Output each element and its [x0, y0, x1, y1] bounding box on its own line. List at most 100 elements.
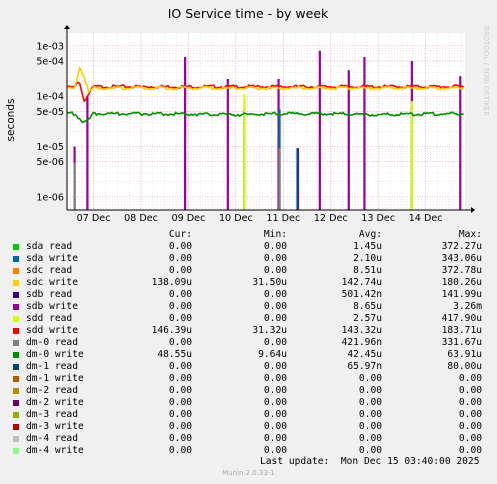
legend-cur: 0.00: [168, 337, 192, 348]
legend-series-name: dm-2 read: [26, 385, 78, 396]
legend-row: sdd write 146.39u 31.32u 143.32u 183.71u: [12, 325, 482, 337]
legend-header: Cur: Min: Avg: Max:: [12, 229, 482, 241]
y-tick-label: 5e-06: [36, 157, 64, 168]
legend-avg: 42.45u: [347, 349, 382, 360]
x-tick-label: 10 Dec: [219, 213, 253, 224]
legend-series-name: dm-0 write: [26, 349, 84, 360]
legend-cur: 146.39u: [151, 325, 192, 336]
legend-row: dm-4 read 0.00 0.00 0.00 0.00: [12, 433, 482, 445]
munin-version: Munin 2.0.33-1: [222, 469, 275, 477]
legend: Cur: Min: Avg: Max: sda read 0.00 0.00 1.45…: [12, 229, 482, 457]
legend-series-name: sdd read: [26, 313, 73, 324]
series-line-sdc-write: [67, 65, 464, 94]
legend-avg: 0.00: [358, 433, 382, 444]
legend-max: 0.00: [458, 373, 482, 384]
legend-cur: 0.00: [168, 445, 192, 456]
legend-series-name: sdb write: [26, 301, 78, 312]
legend-cur: 0.00: [168, 373, 192, 384]
x-tick-label: 12 Dec: [314, 213, 348, 224]
legend-swatch: [13, 316, 19, 322]
legend-avg: 143.32u: [341, 325, 382, 336]
legend-max: 63.91u: [447, 349, 482, 360]
legend-avg: 0.00: [358, 445, 382, 456]
legend-avg: 0.00: [358, 385, 382, 396]
legend-row: sdd read 0.00 0.00 2.57u 417.90u: [12, 313, 482, 325]
y-axis-label: seconds: [5, 99, 17, 142]
legend-min: 0.00: [263, 289, 287, 300]
legend-swatch: [13, 256, 19, 262]
legend-swatch: [13, 304, 19, 310]
legend-cur: 0.00: [168, 313, 192, 324]
legend-swatch: [13, 424, 19, 430]
legend-max: 0.00: [458, 409, 482, 420]
legend-max: 0.00: [458, 445, 482, 456]
axes: 1e-06 5e-06 1e-05 5e-05 1e-04 5e-04 1e-03 07 De…: [36, 25, 475, 224]
legend-max: 183.71u: [441, 325, 482, 336]
legend-swatch: [13, 448, 19, 454]
legend-series-name: sda write: [26, 253, 78, 264]
legend-avg: 1.45u: [353, 241, 382, 252]
legend-avg: 421.96n: [341, 337, 382, 348]
legend-row: sdb read 0.00 0.00 501.42n 141.99u: [12, 289, 482, 301]
legend-swatch: [13, 388, 19, 394]
legend-min: 0.00: [263, 265, 287, 276]
legend-max: 372.78u: [441, 265, 482, 276]
legend-max: 0.00: [458, 421, 482, 432]
y-tick-label: 1e-06: [36, 192, 64, 203]
x-tick-label: 09 Dec: [172, 213, 206, 224]
legend-min: 31.32u: [252, 325, 287, 336]
y-tick-label: 5e-04: [36, 57, 64, 68]
legend-avg: 142.74u: [341, 277, 382, 288]
legend-avg: 0.00: [358, 421, 382, 432]
legend-cur: 0.00: [168, 289, 192, 300]
header-cur: Cur:: [168, 229, 192, 240]
rrdtool-watermark: RRDTOOL / TOBI OETIKER: [482, 26, 490, 116]
legend-row: dm-1 read 0.00 0.00 65.97n 80.00u: [12, 361, 482, 373]
legend-max: 417.90u: [441, 313, 482, 324]
legend-row: dm-3 write 0.00 0.00 0.00 0.00: [12, 421, 482, 433]
legend-row: dm-2 read 0.00 0.00 0.00 0.00: [12, 385, 482, 397]
legend-row: dm-2 write 0.00 0.00 0.00 0.00: [12, 397, 482, 409]
legend-min: 0.00: [263, 337, 287, 348]
legend-min: 0.00: [263, 433, 287, 444]
legend-series-name: sda read: [26, 241, 73, 252]
legend-series-name: dm-3 read: [26, 409, 78, 420]
legend-avg: 65.97n: [347, 361, 382, 372]
y-tick-label: 1e-04: [36, 92, 64, 103]
legend-swatch: [13, 280, 19, 286]
legend-swatch: [13, 268, 19, 274]
legend-cur: 138.09u: [151, 277, 192, 288]
legend-row: sda write 0.00 0.00 2.10u 343.06u: [12, 253, 482, 265]
legend-cur: 0.00: [168, 421, 192, 432]
legend-avg: 0.00: [358, 397, 382, 408]
legend-max: 3.26m: [453, 301, 482, 312]
legend-avg: 0.00: [358, 373, 382, 384]
legend-cur: 0.00: [168, 409, 192, 420]
legend-row: dm-0 write 48.55u 9.64u 42.45u 63.91u: [12, 349, 482, 361]
legend-row: sdc write 138.09u 31.50u 142.74u 180.26u: [12, 277, 482, 289]
series-line-dm-0-write: [67, 111, 464, 124]
data-series: [66, 50, 465, 210]
y-axis-arrow: [64, 25, 70, 29]
x-tick-label: 07 Dec: [77, 213, 111, 224]
legend-min: 0.00: [263, 385, 287, 396]
legend-series-name: dm-4 read: [26, 433, 78, 444]
legend-min: 0.00: [263, 421, 287, 432]
legend-max: 180.26u: [441, 277, 482, 288]
grid: [67, 33, 465, 210]
legend-swatch: [13, 244, 19, 250]
legend-series-name: dm-4 write: [26, 445, 84, 456]
legend-max: 331.67u: [441, 337, 482, 348]
legend-avg: 8.65u: [353, 301, 382, 312]
legend-cur: 0.00: [168, 265, 192, 276]
legend-min: 0.00: [263, 313, 287, 324]
legend-avg: 0.00: [358, 409, 382, 420]
legend-min: 31.50u: [252, 277, 287, 288]
legend-series-name: sdd write: [26, 325, 78, 336]
legend-series-name: dm-3 write: [26, 421, 84, 432]
legend-series-name: dm-1 read: [26, 361, 78, 372]
legend-max: 343.06u: [441, 253, 482, 264]
legend-min: 0.00: [263, 397, 287, 408]
chart-title: IO Service time - by week: [168, 6, 329, 21]
